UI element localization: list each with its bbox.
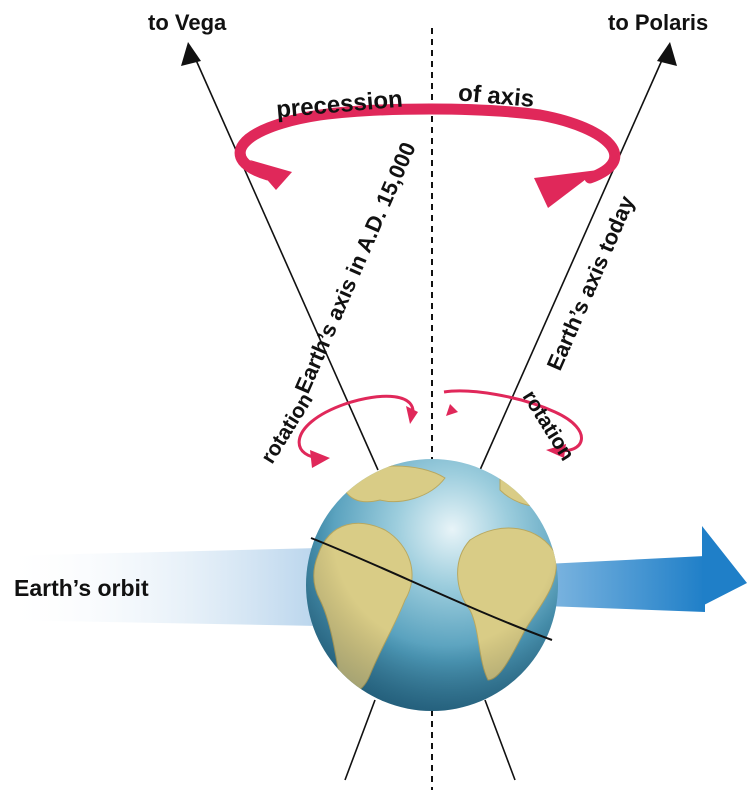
to-vega-label: to Vega — [148, 10, 227, 35]
axis-future-lower-line — [344, 699, 376, 781]
of-axis-label: of axis — [457, 79, 535, 113]
rotation-right-label: rotation — [518, 386, 579, 464]
orbit-tail — [0, 548, 320, 626]
rotation-arrow-left — [297, 394, 418, 468]
orbit-arrowhead-icon — [702, 526, 747, 606]
rotation-arrow-right — [443, 389, 583, 458]
rotation-left-tail-icon — [406, 406, 418, 424]
precession-tail-icon — [250, 160, 292, 190]
vega-arrowhead-icon — [181, 42, 201, 66]
axis-today-lower-line — [484, 699, 516, 781]
precession-arrow — [234, 103, 621, 208]
earths-orbit-label: Earth’s orbit — [14, 575, 149, 601]
equator-line — [310, 537, 553, 641]
rotation-left-arrowhead-icon — [310, 450, 330, 468]
orbit-body — [545, 556, 705, 612]
polaris-arrowhead-icon — [657, 42, 677, 66]
rotation-right-tail-icon — [446, 404, 458, 416]
precession-arrowhead-icon — [534, 170, 598, 208]
rotation-right-arrowhead-icon — [546, 444, 566, 458]
orbit-arrow — [0, 526, 747, 626]
earth-globe — [306, 459, 558, 711]
to-polaris-label: to Polaris — [608, 10, 708, 35]
axis-future-label: Earth’s axis in A.D. 15,000 — [290, 138, 421, 397]
precession-label: precession — [275, 86, 404, 124]
axis-today-line — [479, 59, 663, 471]
